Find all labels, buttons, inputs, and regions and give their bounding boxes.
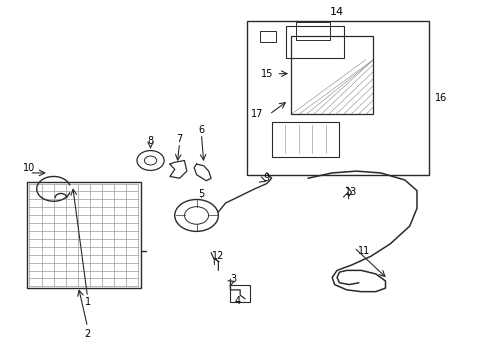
Text: 15: 15	[261, 69, 273, 79]
Text: 2: 2	[84, 329, 91, 339]
Bar	[291, 36, 373, 114]
Bar	[286, 26, 344, 58]
Text: 13: 13	[345, 188, 358, 197]
Bar	[260, 31, 276, 42]
Text: 9: 9	[264, 173, 270, 183]
Text: 17: 17	[251, 109, 263, 120]
Text: 4: 4	[235, 296, 241, 306]
Text: 12: 12	[212, 251, 224, 261]
Text: 5: 5	[198, 189, 204, 199]
Text: 8: 8	[147, 136, 153, 146]
Text: 6: 6	[198, 125, 204, 135]
Text: 11: 11	[358, 246, 370, 256]
Bar	[271, 122, 340, 157]
Text: 16: 16	[435, 94, 447, 103]
Bar	[27, 182, 141, 288]
Bar	[296, 22, 330, 40]
Bar	[230, 284, 250, 302]
Text: 10: 10	[24, 163, 36, 172]
Bar	[247, 21, 429, 175]
Text: 3: 3	[230, 274, 236, 284]
Text: 14: 14	[330, 6, 344, 17]
Text: 1: 1	[84, 297, 91, 307]
Text: 7: 7	[176, 134, 183, 144]
